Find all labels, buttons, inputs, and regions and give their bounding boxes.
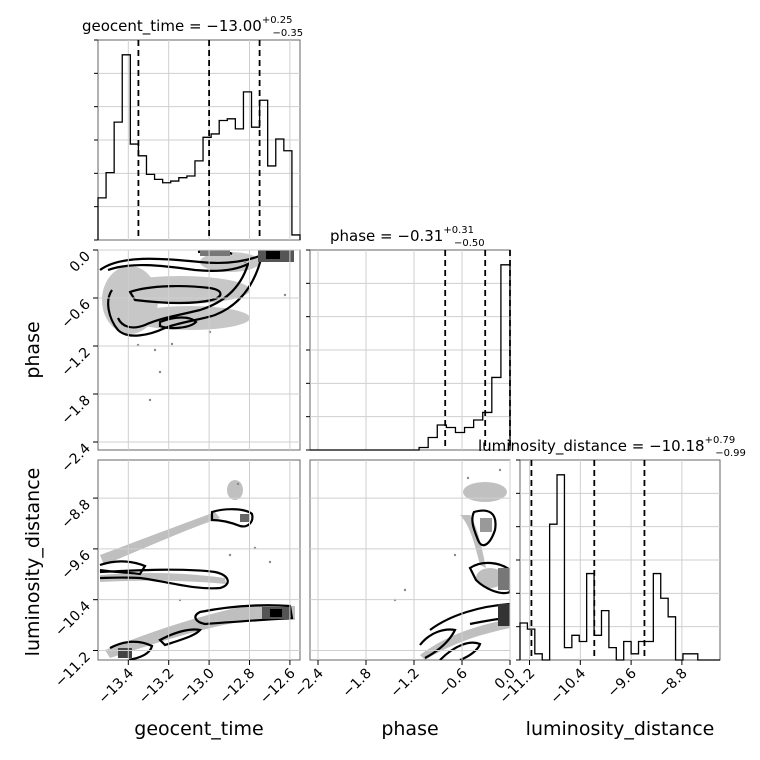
ytick-label-phase-0: −2.4 xyxy=(58,440,93,475)
xtick-label-luminosity_distance-1: −10.4 xyxy=(547,665,589,707)
histogram-luminosity_distance xyxy=(519,474,720,661)
xlabel-luminosity-distance: luminosity_distance xyxy=(526,718,715,740)
title-geocent-time: geocent_time = −13.00+0.25 −0.35 xyxy=(82,15,303,39)
xtick-label-phase-1: −1.8 xyxy=(339,666,374,701)
ylabel-phase: phase xyxy=(22,321,44,378)
xlabel-geocent-time: geocent_time xyxy=(134,718,263,740)
ytick-label-phase-4: 0.0 xyxy=(67,249,94,276)
panel-luminosity-distance-vs-geocent-time xyxy=(97,459,301,661)
density-cloud-geocent-distance xyxy=(100,480,295,658)
ytick-label-phase-1: −1.8 xyxy=(58,393,93,428)
ytick-label-phase-3: −0.6 xyxy=(58,296,93,331)
grid-layer xyxy=(98,40,720,660)
histogram-geocent_time xyxy=(97,54,301,240)
ytick-label-luminosity_distance-3: −8.8 xyxy=(58,497,93,532)
xtick-label-phase-2: −1.2 xyxy=(387,666,422,701)
histogram-phase xyxy=(310,264,511,451)
ytick-label-phase-2: −1.2 xyxy=(58,345,93,380)
ylabel-luminosity-distance: luminosity_distance xyxy=(22,468,44,657)
ytick-label-luminosity_distance-1: −10.4 xyxy=(52,598,94,640)
histogram-layer xyxy=(97,54,720,661)
xtick-label-geocent_time-2: −13.0 xyxy=(176,666,218,708)
xtick-label-geocent_time-1: −13.2 xyxy=(136,666,178,708)
xtick-label-geocent_time-4: −12.6 xyxy=(257,665,299,707)
scatter-points-geocent-phase xyxy=(136,260,287,402)
ytick-label-luminosity_distance-2: −9.6 xyxy=(58,547,93,582)
contour-lines-geocent-distance xyxy=(99,508,294,660)
xlabel-phase: phase xyxy=(381,718,438,740)
title-luminosity-distance: luminosity_distance = −10.18+0.79 −0.99 xyxy=(478,435,746,459)
xtick-label-luminosity_distance-3: −8.8 xyxy=(655,666,690,701)
xtick-label-phase-3: −0.6 xyxy=(435,665,470,700)
dense-core-geocent-distance xyxy=(118,514,290,658)
xtick-label-luminosity_distance-2: −9.6 xyxy=(605,665,640,700)
xtick-label-phase-0: −2.4 xyxy=(291,665,326,700)
panel-luminosity-distance-vs-phase xyxy=(309,459,511,661)
xtick-label-geocent_time-3: −12.8 xyxy=(217,666,259,708)
scatter-points-phase-distance xyxy=(393,468,502,602)
xtick-label-geocent_time-0: −13.4 xyxy=(95,665,137,707)
quantile-lines-layer xyxy=(137,40,646,660)
title-phase: phase = −0.31+0.31 −0.50 xyxy=(330,225,485,249)
dense-core-phase-distance xyxy=(480,518,510,626)
ytick-label-luminosity_distance-0: −11.2 xyxy=(52,649,94,691)
dense-core-geocent-phase xyxy=(200,250,294,262)
contour-lines-geocent-phase xyxy=(99,250,264,337)
panel-phase-vs-geocent-time xyxy=(97,249,301,451)
